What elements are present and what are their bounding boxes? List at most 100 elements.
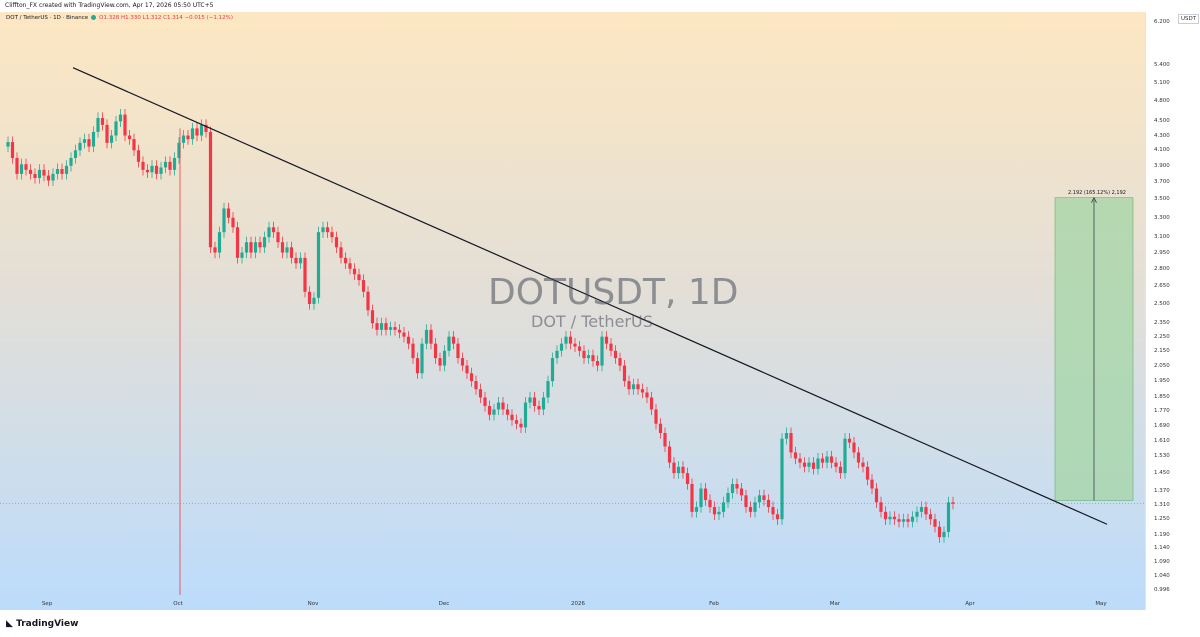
candle-body (19, 164, 24, 174)
candle (159, 161, 163, 180)
candle-body (384, 323, 388, 330)
candle (564, 331, 568, 350)
price-tick-label: 4.100 (1154, 147, 1170, 154)
candle-body (55, 169, 60, 174)
candle (631, 378, 636, 395)
candle-body (217, 232, 222, 253)
candle-body (145, 169, 150, 173)
price-tick-label: 2.250 (1154, 333, 1170, 340)
price-tick-label: 4.500 (1154, 118, 1170, 125)
candle-body (541, 397, 546, 410)
candle-body (235, 227, 240, 258)
candle (856, 446, 861, 469)
candle-body (649, 397, 654, 410)
candle (514, 414, 519, 430)
candle-body (262, 237, 267, 248)
candle (469, 367, 474, 387)
candle-body (645, 392, 649, 398)
candle-body (825, 456, 829, 463)
candle-body (708, 499, 712, 508)
candle (501, 397, 505, 416)
candle-body (712, 507, 717, 515)
candle (145, 164, 150, 178)
candle-body (739, 488, 744, 496)
candle (213, 241, 217, 259)
candle (87, 133, 91, 153)
candle (285, 241, 289, 259)
candle-body (114, 121, 118, 136)
candle-body (865, 466, 870, 480)
candle-body (861, 462, 865, 467)
candle-body (604, 336, 609, 344)
candle-body (186, 135, 190, 140)
candle (951, 496, 955, 510)
candle-body (316, 232, 321, 298)
candle-body (537, 405, 541, 410)
candle (793, 446, 798, 465)
candle (852, 437, 856, 459)
candle (838, 461, 843, 479)
candle (208, 126, 213, 253)
candle-body (118, 114, 123, 122)
candle (928, 508, 933, 525)
candles (6, 109, 955, 543)
candle-body (559, 343, 564, 351)
candle (280, 236, 285, 259)
candle-body (555, 350, 559, 359)
candle (780, 433, 784, 525)
candle (708, 494, 712, 513)
candle (348, 257, 352, 275)
candle-body (811, 462, 816, 469)
candle (753, 496, 757, 518)
candle-body (465, 365, 469, 374)
candle (537, 400, 541, 416)
candle (15, 152, 19, 180)
candle-body (46, 175, 51, 181)
candle (573, 338, 577, 353)
candle (690, 478, 694, 518)
price-tick-label: 1.530 (1154, 453, 1170, 460)
candle-body (717, 511, 721, 515)
price-axis[interactable]: 6.200 5.400 5.100 4.800 4.500 4.300 4.100 3.900… (1145, 12, 1200, 610)
candle-body (838, 466, 843, 474)
candle-body (532, 397, 537, 406)
candle (321, 221, 325, 238)
currency-label[interactable]: USDT (1178, 14, 1200, 24)
candle (127, 129, 132, 145)
candle-body (703, 488, 708, 500)
candle-body (816, 458, 820, 469)
candle-body (285, 247, 289, 253)
candle-body (343, 257, 348, 264)
tradingview-logo[interactable]: ◣ TradingView (6, 619, 78, 629)
candle-body (60, 169, 64, 174)
candle (784, 427, 789, 445)
candle-body (721, 502, 726, 512)
candle (231, 212, 235, 233)
price-tick-label: 4.800 (1154, 98, 1170, 105)
candle (366, 286, 370, 316)
candle-body (780, 438, 784, 520)
price-tick-label: 2.150 (1154, 347, 1170, 354)
candle (712, 501, 717, 520)
candle (816, 452, 820, 475)
candle (735, 478, 739, 495)
candle (829, 450, 834, 469)
candle (487, 400, 492, 421)
candle (307, 286, 312, 310)
candle-body (168, 161, 172, 170)
candle-body (10, 142, 15, 158)
candlestick-chart[interactable] (0, 0, 1145, 610)
candle (109, 129, 114, 149)
candle-body (694, 507, 699, 512)
candle (942, 526, 946, 543)
candle-body (883, 511, 888, 520)
candle-body (879, 502, 883, 512)
candle-body (681, 466, 685, 474)
candle (253, 236, 258, 259)
symbol-legend[interactable]: DOT / TetherUS · 1D · Binance O1.328 H1.3… (6, 15, 233, 21)
candle-body (190, 128, 195, 140)
candle (429, 324, 433, 350)
candle (433, 338, 438, 364)
price-tick-label: 2.350 (1154, 320, 1170, 327)
candle-body (312, 297, 316, 304)
